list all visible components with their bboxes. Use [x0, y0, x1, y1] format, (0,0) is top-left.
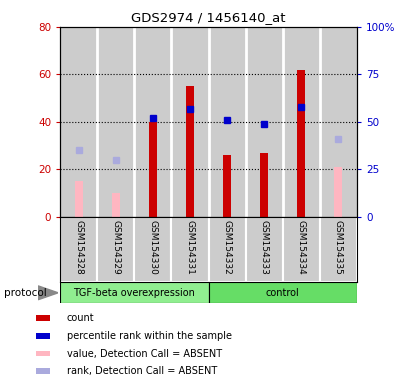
Bar: [171, 27, 209, 217]
Text: GSM154329: GSM154329: [111, 220, 120, 274]
Text: GSM154331: GSM154331: [186, 220, 195, 275]
Text: GSM154333: GSM154333: [260, 220, 269, 275]
Bar: [75, 181, 83, 217]
Text: control: control: [266, 288, 300, 298]
Text: GSM154334: GSM154334: [297, 220, 306, 274]
Bar: [246, 217, 283, 282]
Text: GSM154330: GSM154330: [149, 220, 157, 275]
Bar: [171, 217, 209, 282]
Bar: [223, 155, 231, 217]
Bar: [97, 27, 134, 217]
Bar: [209, 217, 246, 282]
Bar: [186, 86, 194, 217]
Bar: [320, 27, 357, 217]
Text: GSM154332: GSM154332: [222, 220, 232, 274]
Bar: [36, 333, 50, 339]
Bar: [283, 27, 320, 217]
Bar: [97, 217, 134, 282]
Bar: [134, 217, 171, 282]
Bar: [60, 282, 209, 303]
Text: count: count: [66, 313, 94, 323]
Bar: [134, 27, 171, 217]
Bar: [209, 282, 357, 303]
Text: GSM154328: GSM154328: [74, 220, 83, 274]
Bar: [209, 27, 246, 217]
Text: value, Detection Call = ABSENT: value, Detection Call = ABSENT: [66, 349, 222, 359]
Text: protocol: protocol: [4, 288, 47, 298]
Bar: [60, 217, 97, 282]
Text: rank, Detection Call = ABSENT: rank, Detection Call = ABSENT: [66, 366, 217, 376]
Text: TGF-beta overexpression: TGF-beta overexpression: [73, 288, 195, 298]
Text: GSM154335: GSM154335: [334, 220, 343, 275]
Polygon shape: [38, 286, 58, 300]
Bar: [320, 217, 357, 282]
Bar: [149, 122, 157, 217]
Bar: [260, 153, 268, 217]
Bar: [60, 27, 97, 217]
Bar: [334, 167, 342, 217]
Text: percentile rank within the sample: percentile rank within the sample: [66, 331, 232, 341]
Bar: [297, 70, 305, 217]
Bar: [36, 368, 50, 374]
Bar: [36, 351, 50, 356]
Bar: [283, 217, 320, 282]
Bar: [246, 27, 283, 217]
Bar: [36, 315, 50, 321]
Bar: [112, 193, 120, 217]
Title: GDS2974 / 1456140_at: GDS2974 / 1456140_at: [131, 11, 286, 24]
